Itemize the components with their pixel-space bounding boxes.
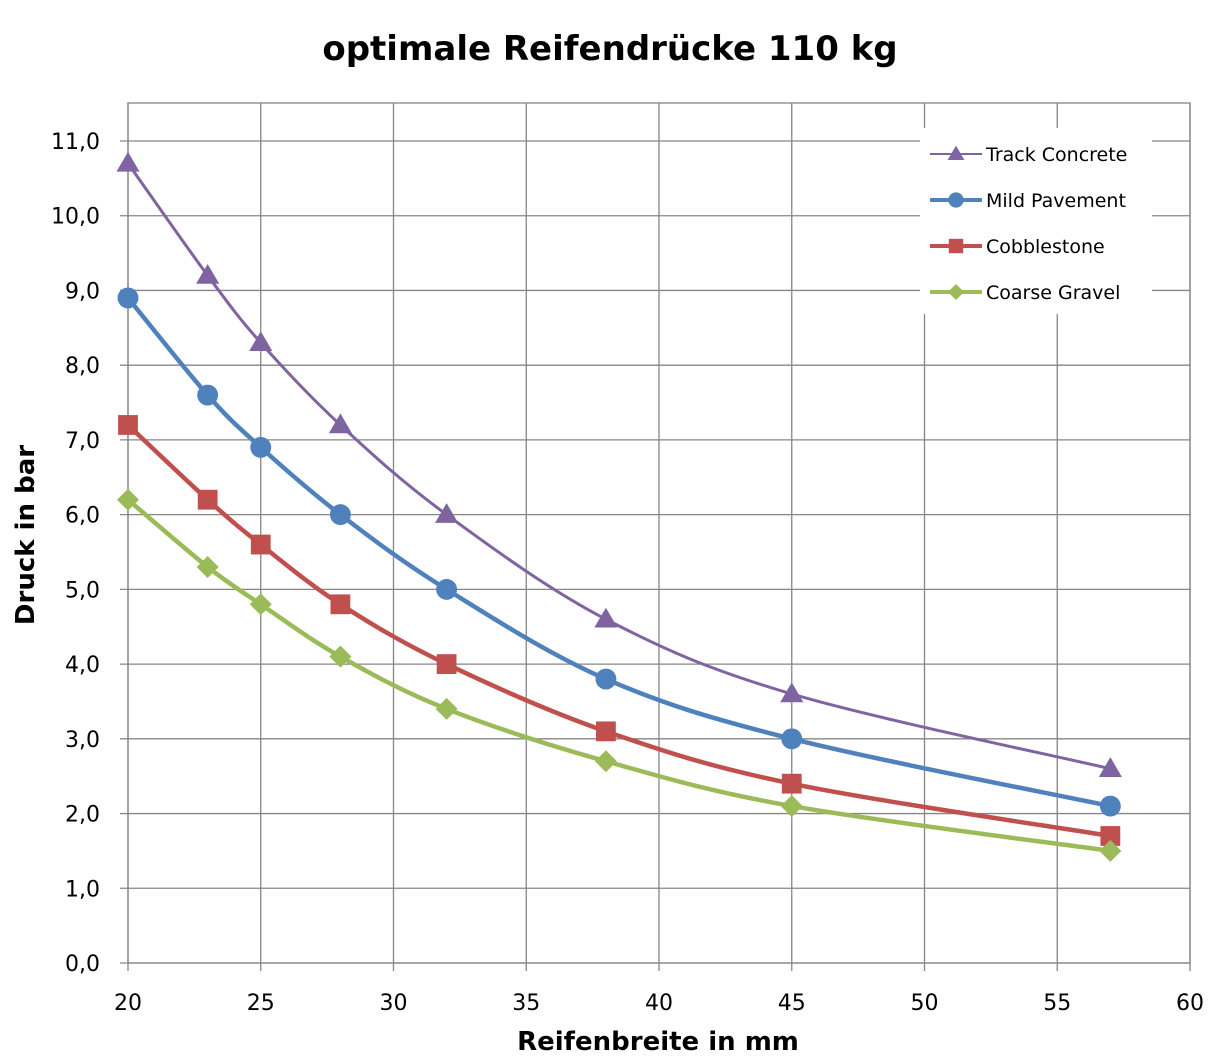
y-tick-label: 2,0 bbox=[65, 803, 100, 828]
data-point-diamond bbox=[1099, 839, 1122, 862]
y-tick-label: 1,0 bbox=[65, 877, 100, 902]
legend-label: Track Concrete bbox=[985, 144, 1127, 166]
y-tick-label: 8,0 bbox=[65, 354, 100, 379]
y-tick-label: 3,0 bbox=[65, 728, 100, 753]
data-point-square bbox=[250, 534, 271, 555]
series-coarse-gravel bbox=[117, 488, 1122, 862]
legend-label: Mild Pavement bbox=[986, 190, 1126, 212]
data-point-square bbox=[1100, 826, 1121, 846]
y-tick-label: 9,0 bbox=[65, 279, 100, 304]
legend: Track Concrete Mild Pavement Cobblestone Co… bbox=[920, 128, 1152, 314]
data-point-square bbox=[197, 489, 218, 510]
legend-label: Cobblestone bbox=[986, 236, 1105, 258]
y-tick-label: 11,0 bbox=[51, 130, 100, 155]
data-point-square bbox=[118, 415, 138, 435]
legend-marker-triangle-icon bbox=[947, 145, 965, 160]
series-layer bbox=[116, 151, 1122, 862]
data-point-triangle bbox=[249, 331, 273, 352]
data-point-square bbox=[436, 654, 457, 674]
legend-marker-diamond-icon bbox=[948, 284, 964, 300]
data-point-triangle bbox=[328, 413, 352, 434]
y-tick-label: 6,0 bbox=[65, 504, 100, 529]
data-point-square bbox=[596, 721, 616, 742]
data-point-circle bbox=[250, 436, 272, 458]
series-cobblestone bbox=[118, 415, 1121, 846]
data-point-triangle bbox=[594, 607, 618, 628]
data-point-diamond bbox=[780, 795, 803, 818]
x-tick-label: 35 bbox=[512, 991, 540, 1016]
legend-item: Track Concrete bbox=[930, 144, 1127, 166]
data-point-square bbox=[781, 773, 802, 794]
data-point-triangle bbox=[196, 263, 220, 284]
y-tick-label: 10,0 bbox=[51, 205, 100, 230]
x-tick-label: 45 bbox=[778, 991, 806, 1016]
data-point-triangle bbox=[116, 151, 140, 172]
x-tick-label: 40 bbox=[645, 991, 673, 1016]
y-axis-title: Druck in bar bbox=[11, 445, 41, 625]
y-tick-label: 4,0 bbox=[65, 653, 100, 678]
data-point-triangle bbox=[780, 682, 804, 703]
data-point-diamond bbox=[249, 593, 272, 616]
axis-ticks: 0,0 1,0 2,0 3,0 4,0 5,0 6,0 7,0 8,0 9,0 10,0 11,0 20… bbox=[51, 130, 1204, 1016]
data-point-circle bbox=[197, 384, 219, 406]
data-point-diamond bbox=[196, 555, 219, 578]
legend-marker-circle-icon bbox=[948, 192, 964, 208]
series-track-concrete bbox=[116, 151, 1122, 777]
data-point-triangle bbox=[435, 503, 459, 523]
x-tick-label: 50 bbox=[911, 991, 939, 1016]
data-point-circle bbox=[436, 578, 458, 600]
x-tick-label: 25 bbox=[247, 991, 275, 1016]
legend-marker-square-icon bbox=[948, 238, 964, 254]
data-point-circle bbox=[1099, 795, 1121, 817]
legend-item: Cobblestone bbox=[930, 236, 1105, 258]
chart-title: optimale Reifendrücke 110 kg bbox=[322, 29, 897, 69]
series-line bbox=[126, 497, 1111, 854]
legend-item: Coarse Gravel bbox=[930, 282, 1120, 304]
data-point-diamond bbox=[435, 697, 458, 720]
data-point-circle bbox=[117, 287, 139, 309]
data-point-diamond bbox=[117, 488, 139, 511]
y-tick-label: 5,0 bbox=[65, 578, 100, 603]
x-tick-label: 55 bbox=[1043, 991, 1071, 1016]
legend-item: Mild Pavement bbox=[930, 190, 1126, 212]
data-point-square bbox=[330, 594, 351, 615]
x-axis-title: Reifenbreite in mm bbox=[517, 1027, 799, 1057]
series-mild-pavement bbox=[117, 287, 1121, 817]
plot-frame bbox=[127, 102, 1191, 964]
x-tick-label: 60 bbox=[1176, 991, 1204, 1016]
data-point-circle bbox=[595, 668, 617, 690]
x-tick-label: 20 bbox=[114, 991, 142, 1016]
series-line bbox=[126, 296, 1111, 809]
y-tick-label: 7,0 bbox=[65, 429, 100, 454]
y-tick-label: 0,0 bbox=[65, 952, 100, 977]
data-point-triangle bbox=[1098, 757, 1122, 777]
data-point-circle bbox=[329, 504, 351, 526]
x-tick-label: 30 bbox=[380, 991, 408, 1016]
data-point-diamond bbox=[329, 645, 352, 668]
legend-label: Coarse Gravel bbox=[986, 282, 1120, 304]
data-point-diamond bbox=[594, 750, 617, 773]
data-point-circle bbox=[781, 728, 803, 750]
